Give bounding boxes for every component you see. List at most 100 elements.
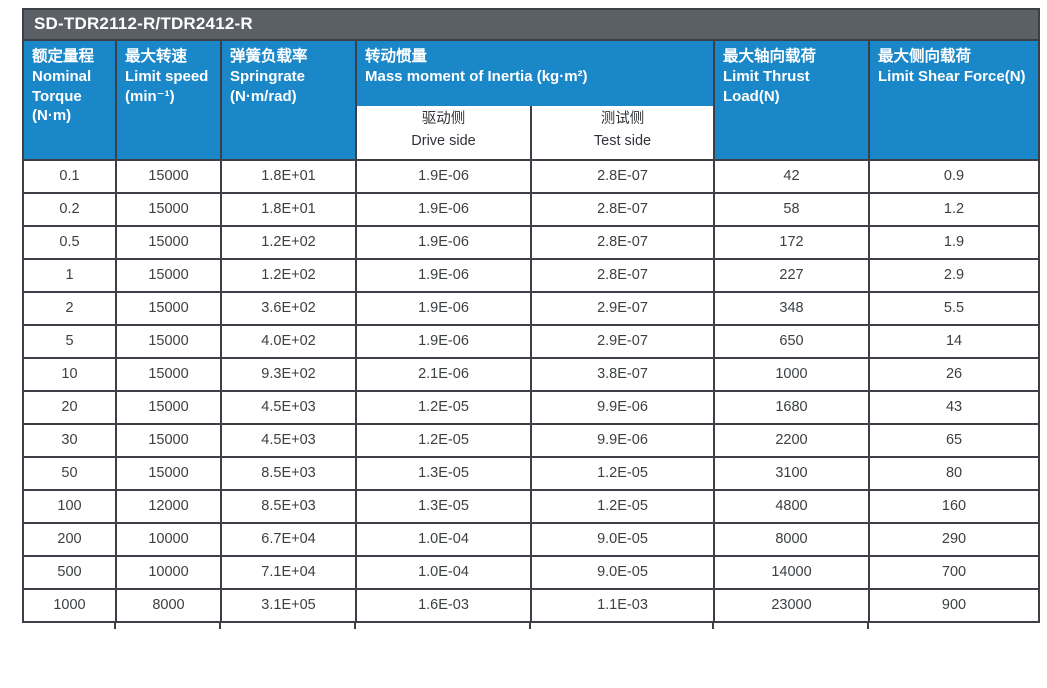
cell-inertia-drive-side: 1.9E-06	[355, 290, 532, 326]
cell-limit-shear-force: 900	[867, 587, 1041, 623]
spec-table: SD-TDR2112-R/TDR2412-R 额定量程 Nominal Torq…	[21, 8, 1041, 623]
table-body: 0.1 15000 1.8E+01 1.9E-06 2.8E-07 42 0.9…	[22, 158, 1041, 623]
cell-inertia-drive-side: 1.9E-06	[355, 224, 532, 260]
cell-springrate: 1.8E+01	[220, 158, 357, 194]
cell-inertia-test-side: 1.1E-03	[530, 587, 715, 623]
table-row: 30 15000 4.5E+03 1.2E-05 9.9E-06 2200 65	[22, 422, 1041, 458]
column-header-shear-en: Limit Shear Force(N)	[878, 68, 1026, 86]
cell-nominal-torque: 0.2	[22, 191, 117, 227]
cell-limit-shear-force: 14	[867, 323, 1041, 359]
cell-inertia-drive-side: 1.6E-03	[355, 587, 532, 623]
column-header-limit-thrust-load: 最大轴向载荷 Limit Thrust Load(N)	[713, 39, 870, 161]
cell-limit-speed: 15000	[115, 290, 222, 326]
table-row: 100 12000 8.5E+03 1.3E-05 1.2E-05 4800 1…	[22, 488, 1041, 524]
column-header-nominal-torque: 额定量程 Nominal Torque (N·m)	[22, 39, 117, 161]
cell-limit-thrust-load: 1680	[713, 389, 870, 425]
table-row: 5 15000 4.0E+02 1.9E-06 2.9E-07 650 14	[22, 323, 1041, 359]
cell-nominal-torque: 20	[22, 389, 117, 425]
cell-limit-speed: 12000	[115, 488, 222, 524]
table-row: 0.2 15000 1.8E+01 1.9E-06 2.8E-07 58 1.2	[22, 191, 1041, 227]
cell-limit-speed: 15000	[115, 323, 222, 359]
cell-nominal-torque: 30	[22, 422, 117, 458]
cell-limit-thrust-load: 172	[713, 224, 870, 260]
cell-limit-thrust-load: 4800	[713, 488, 870, 524]
column-header-mass-moment-of-inertia: 转动惯量 Mass moment of Inertia (kg·m²)	[355, 39, 715, 106]
cell-inertia-drive-side: 1.0E-04	[355, 554, 532, 590]
cell-springrate: 6.7E+04	[220, 521, 357, 557]
cell-inertia-test-side: 2.9E-07	[530, 323, 715, 359]
cell-inertia-test-side: 9.0E-05	[530, 521, 715, 557]
column-header-springrate: 弹簧负载率 Springrate (N·m/rad)	[220, 39, 357, 161]
table-title-bar: SD-TDR2112-R/TDR2412-R	[21, 8, 1041, 41]
cell-limit-thrust-load: 42	[713, 158, 870, 194]
cell-limit-shear-force: 160	[867, 488, 1041, 524]
cell-inertia-drive-side: 1.3E-05	[355, 455, 532, 491]
subcolumn-drive-side-zh: 驱动侧	[421, 111, 466, 127]
column-header-limit-speed-en: Limit speed (min⁻¹)	[125, 68, 209, 105]
cell-limit-speed: 15000	[115, 455, 222, 491]
cell-inertia-test-side: 1.2E-05	[530, 488, 715, 524]
table-row: 0.5 15000 1.2E+02 1.9E-06 2.8E-07 172 1.…	[22, 224, 1041, 260]
cell-nominal-torque: 0.5	[22, 224, 117, 260]
subcolumn-header-drive-side: 驱动侧 Drive side	[355, 106, 532, 161]
subcolumn-test-side-en: Test side	[593, 133, 652, 150]
cell-springrate: 7.1E+04	[220, 554, 357, 590]
subcolumn-drive-side-en: Drive side	[411, 133, 476, 150]
cell-limit-thrust-load: 3100	[713, 455, 870, 491]
cell-nominal-torque: 500	[22, 554, 117, 590]
cell-springrate: 4.5E+03	[220, 422, 357, 458]
column-header-nominal-torque-en: Nominal Torque (N·m)	[32, 68, 92, 125]
cell-limit-shear-force: 1.2	[867, 191, 1041, 227]
spec-sheet: SD-TDR2112-R/TDR2412-R 额定量程 Nominal Torq…	[21, 8, 1041, 630]
table-row: 200 10000 6.7E+04 1.0E-04 9.0E-05 8000 2…	[22, 521, 1041, 557]
crop-border-ticks	[22, 622, 1038, 630]
table-row: 10 15000 9.3E+02 2.1E-06 3.8E-07 1000 26	[22, 356, 1041, 392]
cell-limit-shear-force: 2.9	[867, 257, 1041, 293]
cell-springrate: 1.2E+02	[220, 257, 357, 293]
subcolumn-header-test-side: 测试侧 Test side	[530, 106, 715, 161]
cell-springrate: 1.8E+01	[220, 191, 357, 227]
column-header-shear-zh: 最大侧向载荷	[878, 48, 972, 65]
cell-nominal-torque: 5	[22, 323, 117, 359]
cell-nominal-torque: 0.1	[22, 158, 117, 194]
cell-limit-shear-force: 700	[867, 554, 1041, 590]
cell-limit-thrust-load: 650	[713, 323, 870, 359]
cell-inertia-drive-side: 1.3E-05	[355, 488, 532, 524]
table-row: 20 15000 4.5E+03 1.2E-05 9.9E-06 1680 43	[22, 389, 1041, 425]
cell-springrate: 8.5E+03	[220, 488, 357, 524]
cell-limit-shear-force: 0.9	[867, 158, 1041, 194]
cell-inertia-drive-side: 1.9E-06	[355, 158, 532, 194]
column-header-limit-speed-zh: 最大转速	[125, 48, 188, 65]
cell-limit-thrust-load: 58	[713, 191, 870, 227]
cell-limit-speed: 10000	[115, 521, 222, 557]
cell-limit-shear-force: 80	[867, 455, 1041, 491]
cell-limit-thrust-load: 14000	[713, 554, 870, 590]
subcolumn-test-side-zh: 测试侧	[600, 111, 645, 127]
cell-inertia-test-side: 2.8E-07	[530, 224, 715, 260]
cell-limit-shear-force: 5.5	[867, 290, 1041, 326]
cell-inertia-drive-side: 1.9E-06	[355, 257, 532, 293]
column-header-limit-speed: 最大转速 Limit speed (min⁻¹)	[115, 39, 222, 161]
cell-limit-thrust-load: 227	[713, 257, 870, 293]
cell-limit-speed: 10000	[115, 554, 222, 590]
table-row: 0.1 15000 1.8E+01 1.9E-06 2.8E-07 42 0.9	[22, 158, 1041, 194]
cell-inertia-drive-side: 1.2E-05	[355, 422, 532, 458]
cell-limit-speed: 15000	[115, 191, 222, 227]
table-row: 1000 8000 3.1E+05 1.6E-03 1.1E-03 23000 …	[22, 587, 1041, 623]
column-header-limit-shear-force: 最大侧向载荷 Limit Shear Force(N)	[867, 39, 1041, 161]
cell-inertia-test-side: 2.8E-07	[530, 191, 715, 227]
cell-limit-shear-force: 43	[867, 389, 1041, 425]
cell-nominal-torque: 50	[22, 455, 117, 491]
column-header-thrust-zh: 最大轴向载荷	[723, 48, 817, 65]
cell-limit-thrust-load: 348	[713, 290, 870, 326]
cell-limit-speed: 15000	[115, 224, 222, 260]
cell-limit-thrust-load: 1000	[713, 356, 870, 392]
column-header-inertia-en: Mass moment of Inertia (kg·m²)	[365, 68, 588, 86]
cell-inertia-test-side: 2.8E-07	[530, 158, 715, 194]
cell-inertia-test-side: 1.2E-05	[530, 455, 715, 491]
cell-nominal-torque: 1	[22, 257, 117, 293]
cell-limit-speed: 8000	[115, 587, 222, 623]
cell-nominal-torque: 200	[22, 521, 117, 557]
cell-nominal-torque: 2	[22, 290, 117, 326]
column-header-inertia-zh: 转动惯量	[365, 48, 428, 65]
